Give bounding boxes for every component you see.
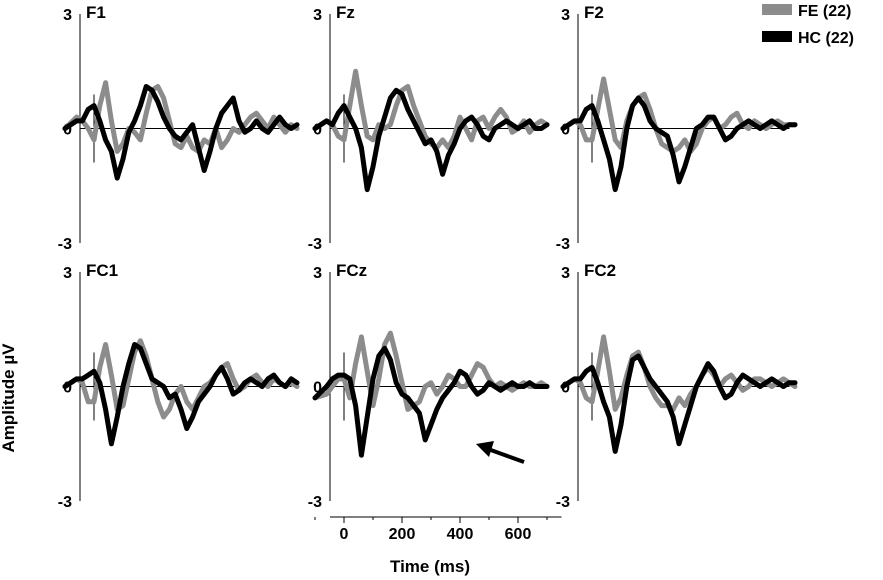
x-tick-label: 600 — [505, 526, 532, 543]
y-tick-label: 3 — [63, 265, 72, 282]
panels: F1 3 0 -3 Fz 3 0 -3 F2 3 0 -3 FC1 3 0 -3 FCz 3 0 -3 0 200 400 6… — [58, 3, 798, 543]
panel-fcz: FCz 3 0 -3 0 200 400 600 — [308, 261, 562, 543]
panel-title: FCz — [336, 261, 367, 280]
legend-label-fe: FE (22) — [798, 3, 851, 20]
panel-f1: F1 3 0 -3 — [58, 3, 300, 253]
y-tick-label: -3 — [58, 236, 72, 253]
y-tick-label: -3 — [308, 494, 322, 511]
legend: FE (22) HC (22) — [762, 3, 854, 47]
panel-fc2: FC2 3 0 -3 — [556, 261, 798, 511]
panel-title: F1 — [86, 3, 106, 22]
series-line-hc — [62, 84, 300, 181]
annotation-arrow — [476, 441, 525, 464]
legend-label-hc: HC (22) — [798, 30, 854, 47]
x-tick-label: 400 — [447, 526, 474, 543]
series-line-fe — [560, 76, 798, 154]
series-line-hc — [312, 345, 550, 458]
panel-title: FC1 — [86, 261, 118, 280]
y-tick-label: 3 — [313, 7, 322, 24]
y-tick-label: -3 — [556, 494, 570, 511]
y-tick-label: 0 — [313, 122, 322, 139]
y-tick-label: -3 — [556, 236, 570, 253]
series-line-hc — [560, 95, 798, 193]
y-tick-label: -3 — [308, 236, 322, 253]
legend-swatch-fe — [762, 4, 792, 15]
y-tick-label: 3 — [561, 7, 570, 24]
x-tick-label: 0 — [340, 526, 349, 543]
panel-fz: Fz 3 0 -3 — [308, 3, 550, 253]
x-tick-label: 200 — [389, 526, 416, 543]
series-line-fe — [62, 80, 300, 154]
panel-fc1: FC1 3 0 -3 — [58, 261, 300, 511]
series-line-hc — [560, 353, 798, 454]
y-tick-label: 0 — [63, 122, 72, 139]
y-tick-label: 3 — [561, 265, 570, 282]
y-tick-label: 3 — [63, 7, 72, 24]
y-tick-label: -3 — [58, 494, 72, 511]
y-axis-label: Amplitude µV — [0, 343, 18, 453]
series-line-fe — [560, 334, 798, 412]
panel-f2: F2 3 0 -3 — [556, 3, 798, 253]
series-line-fe — [312, 68, 550, 151]
legend-swatch-hc — [762, 31, 792, 42]
x-axis-label: Time (ms) — [390, 557, 470, 576]
panel-title: F2 — [584, 3, 604, 22]
y-tick-label: 0 — [63, 380, 72, 397]
y-tick-label: 0 — [561, 122, 570, 139]
panel-title: FC2 — [584, 261, 616, 280]
series-line-fe — [62, 338, 300, 420]
panel-title: Fz — [336, 3, 355, 22]
series-line-hc — [312, 87, 550, 193]
y-tick-label: 0 — [313, 380, 322, 397]
y-tick-label: 3 — [313, 265, 322, 282]
series-line-fe — [312, 330, 550, 412]
y-tick-label: 0 — [561, 380, 570, 397]
series-line-hc — [62, 342, 300, 447]
